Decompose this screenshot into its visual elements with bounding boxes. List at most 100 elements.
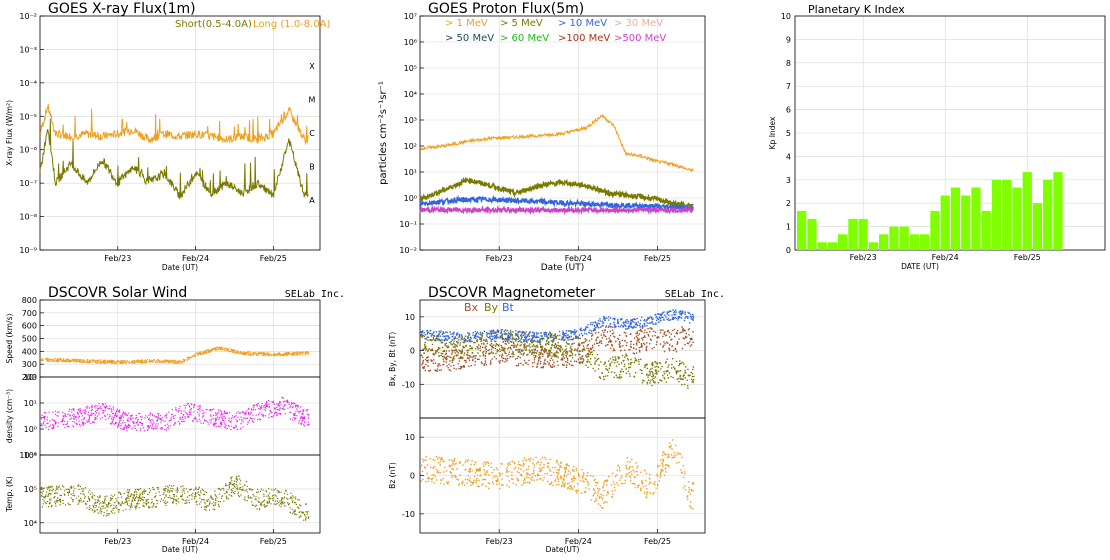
flare-class-label: M (309, 96, 316, 105)
kp-bar (1043, 179, 1053, 250)
y-tick-label: 10⁻¹ (19, 451, 37, 460)
kp-bar (889, 226, 899, 250)
magnetometer-legend-item: Bx (464, 301, 479, 314)
xray-plot-frame (39, 15, 321, 251)
xray-title: GOES X-ray Flux(1m) (48, 1, 196, 17)
magnetometer-legend-item: By (484, 301, 499, 314)
flare-class-label: X (309, 62, 315, 71)
solar-wind-y-label: Temp. (K) (5, 476, 14, 513)
magnetometer-points-bt (420, 309, 695, 344)
y-tick-label: 10⁰ (404, 194, 417, 203)
y-tick-label: 10³ (404, 116, 417, 125)
y-tick-label: 10⁻² (19, 12, 37, 21)
magnetometer-y-label: Bz (nT) (388, 462, 397, 489)
y-tick-label: 9 (786, 35, 791, 44)
solar-wind-y-label: Speed (km/s) (5, 314, 14, 364)
y-tick-label: 200 (22, 373, 37, 382)
y-tick-label: 10⁻³ (19, 45, 37, 54)
x-tick-label: Feb/23 (486, 537, 513, 546)
proton-legend-item: > 5 MeV (500, 18, 543, 29)
kp-bar (961, 195, 971, 250)
kp-plot-frame (794, 15, 1106, 251)
kp-bar (807, 218, 817, 250)
x-tick-label: Feb/23 (486, 254, 513, 263)
proton-y-axis-label: particles cm⁻²s⁻¹sr⁻¹ (378, 81, 389, 185)
kp-bar (868, 242, 879, 250)
x-tick-label: Feb/25 (260, 254, 287, 263)
proton-legend-item: >100 MeV (558, 33, 610, 44)
solar-wind-points (40, 346, 309, 365)
magnetometer-y-label: Bx, By, Bt (nT) (388, 332, 397, 386)
kp-y-axis-label: Kp Index (768, 116, 777, 149)
kp-bar (930, 210, 940, 250)
y-tick-label: 10⁻⁹ (19, 246, 37, 255)
kp-bar (1053, 172, 1063, 250)
solar-wind-chart: DSCOVR Solar Wind SELab Inc. 800 700 600 500 4… (5, 285, 345, 554)
solar-wind-panel-frame (39, 454, 321, 534)
y-tick-label: -10 (402, 510, 415, 519)
y-tick-label: 10⁷ (404, 12, 417, 21)
magnetometer-points-bx (420, 322, 694, 372)
y-tick-label: 700 (22, 309, 37, 318)
y-tick-label: 10⁻¹ (399, 220, 417, 229)
kp-title: Planetary K Index (808, 3, 905, 16)
kp-chart: Planetary K Index 0 1 2 3 4 5 6 7 8 9 10 Kp Index DAT… (768, 3, 1106, 271)
y-tick-label: 6 (786, 106, 791, 115)
y-tick-label: 10⁻⁵ (19, 112, 37, 121)
flare-class-label: A (309, 196, 315, 205)
kp-bar (848, 218, 858, 250)
magnetometer-points-bz (420, 439, 695, 510)
kp-bar (817, 242, 827, 250)
magnetometer-points-by (420, 329, 695, 389)
y-tick-label: 5 (786, 129, 791, 138)
magnetometer-chart: DSCOVR Magnetometer SELab Inc. Bx By Bt 10 0 -1… (388, 285, 725, 554)
kp-bar (991, 179, 1002, 250)
proton-title: GOES Proton Flux(5m) (428, 1, 584, 17)
x-tick-label: Feb/25 (260, 537, 287, 546)
xray-x-axis-label: Date (UT) (162, 263, 198, 272)
legend-short: Short(0.5-4.0A) (175, 19, 252, 30)
kp-bar (1012, 187, 1022, 250)
solar-wind-title: DSCOVR Solar Wind (48, 285, 187, 301)
y-tick-label: 0 (410, 472, 415, 481)
x-tick-label: Feb/25 (644, 254, 671, 263)
xray-y-axis-label: X-ray Flux (W/m²) (5, 100, 14, 166)
xray-chart: GOES X-ray Flux(1m) 10⁻⁹ 10⁻⁸ 10⁻⁷ 10⁻⁶ 10⁻⁵ 1… (5, 1, 331, 272)
y-tick-label: 0 (410, 347, 415, 356)
kp-bar (899, 226, 909, 250)
kp-bar (797, 210, 807, 250)
y-tick-label: 300 (22, 360, 37, 369)
y-tick-label: 1 (786, 223, 791, 232)
proton-series (419, 176, 694, 210)
y-tick-label: 10⁶ (24, 451, 37, 460)
solar-wind-x-label: Date (UT) (162, 545, 198, 554)
kp-bar (920, 234, 930, 250)
x-tick-label: Feb/23 (104, 254, 131, 263)
y-tick-label: 7 (786, 82, 791, 91)
xray-series-short (39, 118, 309, 200)
y-tick-label: 10⁻⁷ (19, 179, 37, 188)
y-tick-label: 10¹ (404, 168, 417, 177)
proton-x-axis-label: Date (UT) (541, 263, 584, 273)
y-tick-label: 10 (405, 313, 415, 322)
y-tick-label: 400 (22, 347, 37, 356)
kp-bar (909, 234, 920, 250)
magnetometer-x-label: Date(UT) (546, 545, 580, 554)
y-tick-label: 10 (405, 433, 415, 442)
kp-bar (1002, 179, 1012, 250)
proton-legend-item: >500 MeV (614, 33, 666, 44)
y-tick-label: 10⁰ (24, 425, 37, 434)
magnetometer-credit: SELab Inc. (665, 289, 725, 300)
kp-bar (981, 210, 991, 250)
y-tick-label: 10 (781, 12, 791, 21)
y-tick-label: 10⁴ (24, 519, 37, 528)
flare-class-label: C (309, 129, 315, 138)
y-tick-label: 2 (786, 199, 791, 208)
legend-long: Long (1.0-8.0A) (253, 19, 331, 30)
y-tick-label: 10⁻⁶ (19, 146, 37, 155)
x-tick-label: Feb/25 (1014, 253, 1041, 262)
kp-bar (971, 187, 981, 250)
magnetometer-title: DSCOVR Magnetometer (428, 285, 595, 301)
x-tick-label: Feb/24 (565, 254, 592, 263)
